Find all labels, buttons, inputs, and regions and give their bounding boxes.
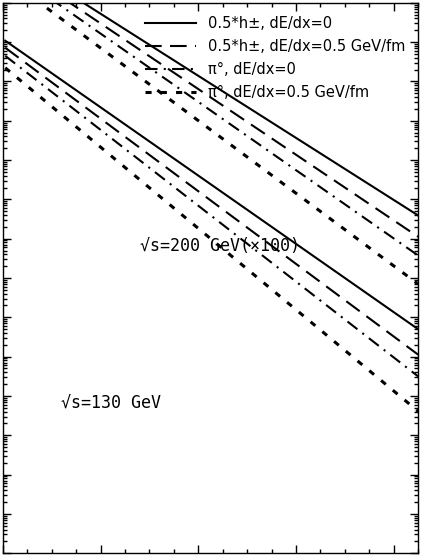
Text: √s=130 GeV: √s=130 GeV bbox=[61, 394, 161, 412]
Legend: 0.5*h±, dE/dx=0, 0.5*h±, dE/dx=0.5 GeV/fm, π°, dE/dx=0, π°, dE/dx=0.5 GeV/fm: 0.5*h±, dE/dx=0, 0.5*h±, dE/dx=0.5 GeV/f… bbox=[139, 10, 411, 106]
Text: √s=200 GeV(×100): √s=200 GeV(×100) bbox=[140, 236, 300, 255]
